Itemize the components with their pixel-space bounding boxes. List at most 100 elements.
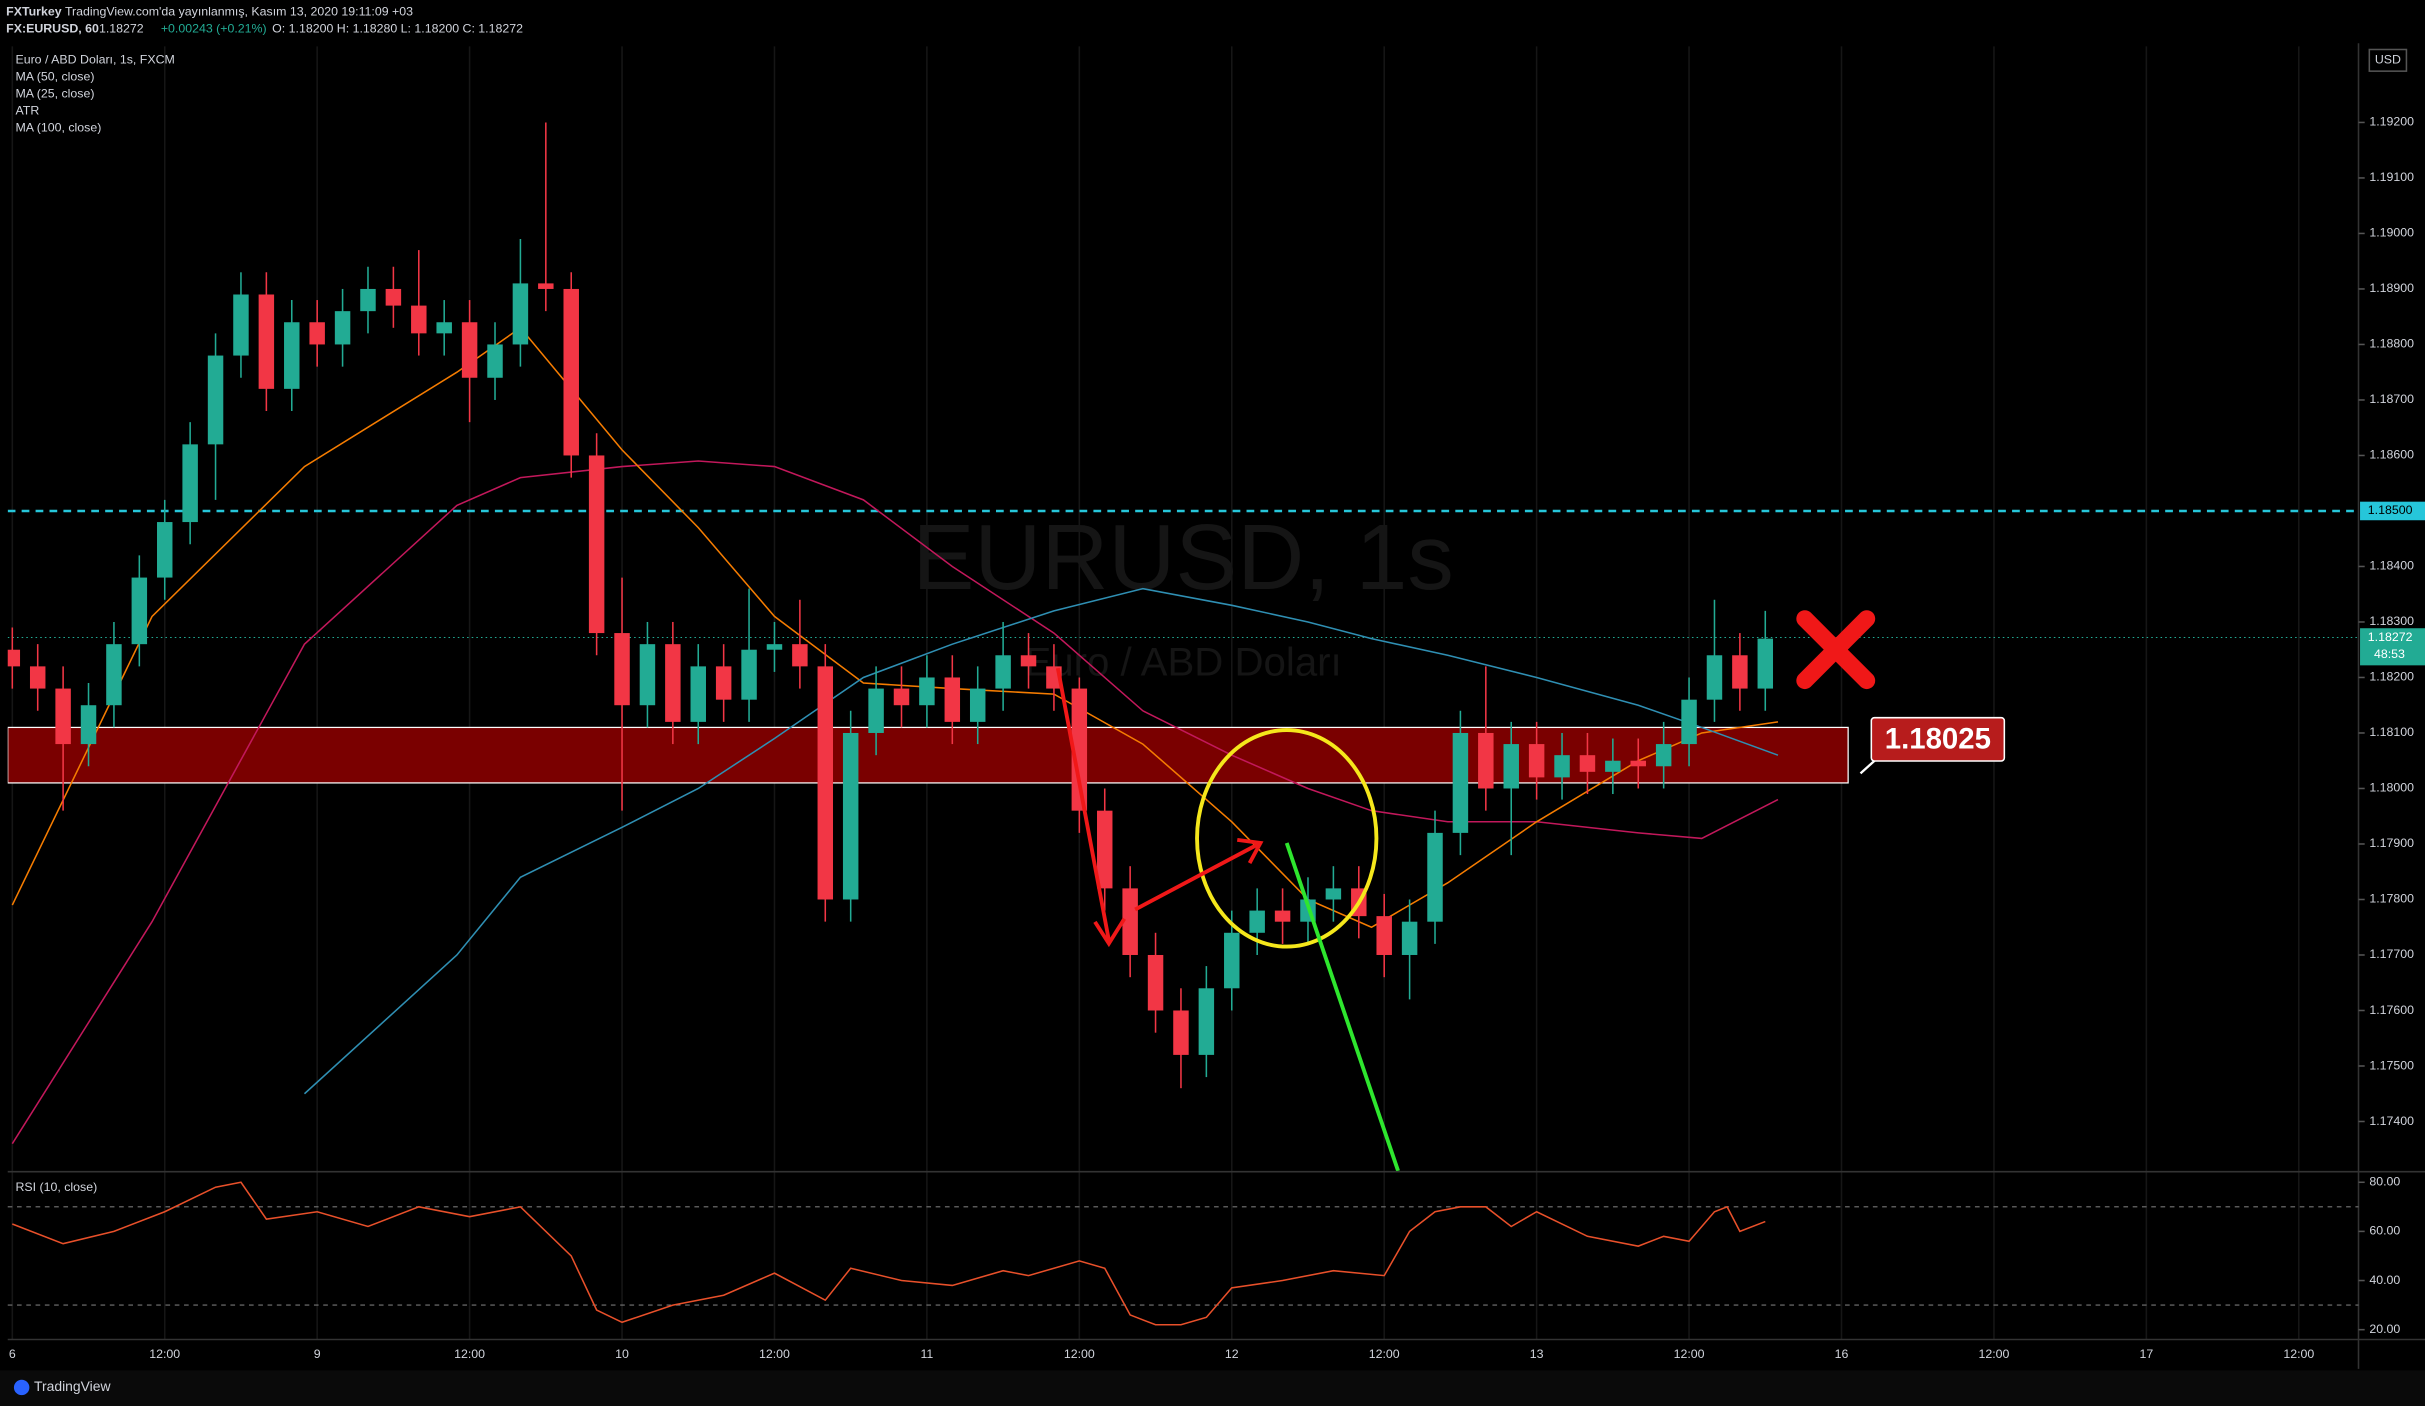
publisher: FXTurkey [6,5,62,19]
candle-body [1605,760,1621,772]
y-tick-label: 1.17700 [2369,947,2414,961]
candle-body [1325,888,1342,900]
candle-body [1478,732,1494,789]
candle-body [487,344,503,378]
arrow-head [1236,837,1264,865]
candle-body [461,322,478,378]
y-tick-label: 1.18600 [2369,448,2414,462]
x-tick-label: 12:00 [1064,1347,1095,1361]
x-tick-label: 12:00 [1369,1347,1400,1361]
legend-item: ATR [15,104,39,118]
candle-body [842,732,859,900]
y-tick-label: 1.18800 [2369,337,2414,351]
rsi-title: RSI (10, close) [15,1180,97,1194]
candle-body [1147,954,1164,1011]
y-tick-label: 1.19000 [2369,226,2414,240]
candle-body [538,283,554,289]
candle-body [1554,755,1570,778]
arrow-drawing [1134,841,1262,912]
y-tick-label: 1.17600 [2369,1003,2414,1017]
candle-body [1122,888,1138,955]
candle-body [411,305,427,334]
y-tick-label: 1.18000 [2369,781,2414,795]
x-tick-label: 12 [1225,1347,1239,1361]
change: +0.00243 (+0.21%) [161,22,267,36]
hline-label: 1.18500 [2368,503,2413,517]
rsi-tick-label: 80.00 [2369,1175,2400,1189]
y-tick-label: 1.18400 [2369,559,2414,573]
candle-body [1706,655,1723,700]
x-mark [1796,610,1876,690]
candle-body [7,649,21,667]
candle-body [1173,1010,1189,1055]
candle-body [334,311,351,345]
candle-body [131,577,148,645]
candle-body [1224,932,1240,989]
candle-body [385,288,402,306]
candle-body [157,522,173,578]
x-tick-label: 10 [615,1347,629,1361]
last: 1.18272 [99,22,144,36]
y-tick-label: 1.18100 [2369,725,2414,739]
hline-label-box [2360,501,2425,521]
x-tick-label: 13 [1530,1347,1544,1361]
y-tick-label: 1.17800 [2369,892,2414,906]
callout-pointer [1859,758,1877,775]
candle-body [360,288,376,312]
candle-body [309,322,325,345]
candle-body [690,666,706,722]
callout-box [1870,716,2006,762]
x-tick-label: 9 [314,1347,321,1361]
candle-body [868,688,884,733]
candle-body [1198,988,1215,1055]
candle-body [792,644,808,667]
candle-body [563,288,579,456]
candle-body [639,644,656,706]
x-tick-label: 16 [1835,1347,1849,1361]
legend-symbol: Euro / ABD Doları, 1s, FXCM [15,53,174,67]
x-tick-label: 12:00 [454,1347,485,1361]
candle-body [258,294,275,389]
y-tick-label: 1.17900 [2369,836,2414,850]
candle-body [817,666,834,900]
y-tick-label: 1.18200 [2369,670,2414,684]
y-tick-label: 1.19100 [2369,170,2414,184]
watermark-sub: Euro / ABD Doları [1024,640,1341,685]
arrow-head [1093,917,1126,948]
symbol: FX:EURUSD, 60 [6,22,99,36]
price-label-box [2360,628,2425,666]
zone [7,726,1849,784]
candle-body [1757,638,1774,689]
x-tick-label: 6 [9,1347,16,1361]
plot [7,122,2359,1145]
y-tick-label: 1.18900 [2369,281,2414,295]
candle-body [614,633,630,706]
candle-body [182,444,198,523]
logo [13,1379,30,1396]
candle-body [969,688,986,722]
candle-body [1452,732,1469,833]
countdown: 48:53 [2374,647,2405,661]
candle-body [80,705,97,745]
rsi-line [12,1181,1766,1326]
candle-body [1681,699,1697,745]
footer [0,1370,2425,1406]
candle-body [1503,744,1519,789]
rsi-tick-label: 60.00 [2369,1224,2400,1238]
currency: USD [2375,53,2401,67]
candle-body [1020,655,1037,667]
candle-body [55,688,71,745]
callout-label: 1.18025 [1885,723,1991,756]
legend-item: MA (25, close) [15,87,94,101]
published: TradingView.com'da yayınlanmış, Kasım 13… [65,5,413,19]
legend-item: MA (100, close) [15,121,101,135]
y-tick-label: 1.17400 [2369,1114,2414,1128]
arrow-drawing [1055,667,1111,941]
watermark: EURUSD, 1s [912,505,1453,609]
candle-body [1427,832,1443,922]
candle-body [1528,744,1545,778]
candle-body [665,644,681,722]
x-tick-label: 12:00 [149,1347,180,1361]
candle-body [893,688,910,706]
